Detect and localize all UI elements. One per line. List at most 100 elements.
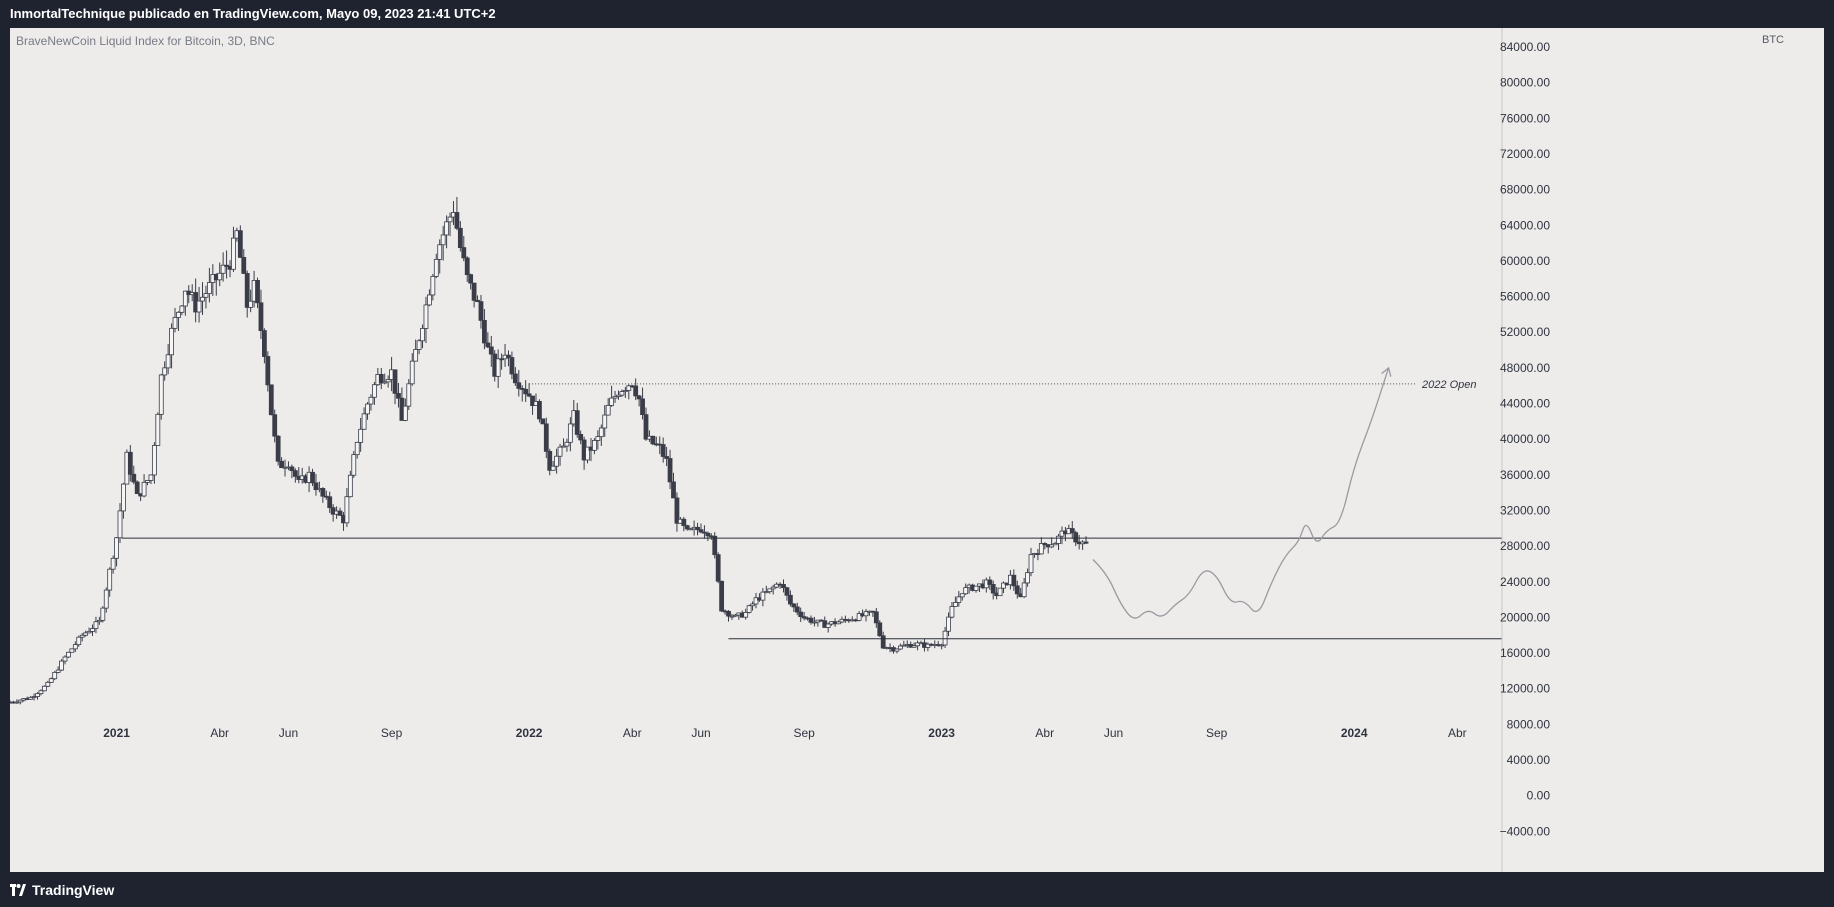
y-tick-label: 16000.00 [1500, 646, 1550, 660]
candle-body [172, 317, 178, 329]
candle-body [622, 390, 628, 392]
candle-body [310, 471, 315, 484]
candle-body [574, 410, 580, 435]
candle-body [248, 300, 254, 308]
candle-body [499, 358, 505, 361]
candle-body [526, 393, 532, 397]
candle-body [578, 434, 584, 441]
candles-layer [10, 196, 1089, 705]
x-tick-label: Jun [691, 726, 710, 740]
candle-body [457, 227, 463, 249]
candle-body [664, 456, 670, 459]
candle-body [392, 369, 398, 394]
candle-body [1014, 585, 1020, 595]
candle-body [939, 644, 945, 647]
candle-body [636, 395, 642, 400]
candle-body [512, 373, 518, 384]
candle-body [52, 671, 58, 680]
candle-body [863, 611, 869, 617]
x-tick-label: Sep [793, 726, 815, 740]
candle-body [444, 221, 449, 236]
candle-body [698, 529, 704, 533]
candle-body [688, 528, 694, 531]
candle-body [787, 594, 793, 605]
candle-body [543, 423, 549, 452]
price-chart[interactable]: 2022 Open 88000.0084000.0080000.0076000.… [10, 28, 1824, 872]
candle-body [320, 488, 326, 497]
brand-label: TradingView [32, 881, 115, 898]
candle-body [750, 603, 755, 607]
candle-body [478, 301, 484, 321]
candle-body [626, 385, 632, 391]
candle-body [127, 451, 133, 475]
candle-body [447, 216, 453, 223]
candle-body [557, 446, 563, 457]
candle-body [141, 481, 147, 497]
candle-body [427, 294, 432, 306]
candle-body [224, 264, 229, 267]
candle-body [176, 311, 181, 318]
candle-body [1056, 535, 1061, 544]
candle-body [894, 648, 900, 652]
candle-body [347, 474, 353, 498]
candle-body [812, 621, 817, 624]
candle-body [69, 648, 75, 653]
candle-body [86, 631, 92, 634]
candle-body [258, 302, 264, 331]
candle-body [719, 580, 725, 612]
candle-body [206, 282, 212, 294]
y-tick-label: 68000.00 [1500, 183, 1550, 197]
x-tick-label: Sep [1206, 726, 1228, 740]
x-axis: 2021 Abr Jun Sep 2022 Abr Jun Sep 2023 Abr Jun Sep 2… [103, 726, 1466, 740]
candle-body [770, 586, 776, 590]
candle-body [609, 397, 615, 406]
candle-body [241, 257, 247, 274]
candle-body [616, 394, 621, 397]
candle-body [602, 414, 608, 429]
candle-body [179, 305, 185, 313]
candle-body [1052, 543, 1058, 546]
y-tick-label: 76000.00 [1500, 111, 1550, 125]
candle-body [454, 212, 460, 229]
x-tick-label: Abr [1035, 726, 1054, 740]
forecast-arrowhead [1381, 366, 1392, 377]
candle-body [275, 435, 281, 462]
candle-body [702, 531, 707, 534]
x-tick-label: Jun [1104, 726, 1123, 740]
candle-body [344, 496, 350, 524]
candle-body [743, 612, 749, 618]
chart-title: BraveNewCoin Liquid Index for Bitcoin, 3… [16, 34, 275, 48]
candle-body [158, 374, 164, 415]
candle-body [726, 610, 731, 617]
candle-body [155, 413, 161, 446]
candle-body [110, 557, 116, 570]
x-tick-label: 2021 [103, 726, 130, 740]
candle-body [963, 587, 969, 595]
candle-body [93, 621, 99, 629]
chart-frame[interactable]: 2022 Open 88000.0084000.0080000.0076000.… [10, 28, 1824, 872]
candle-body [671, 481, 676, 499]
candle-body [337, 510, 343, 516]
candle-body [537, 401, 542, 420]
candle-body [90, 628, 95, 632]
y-axis: 88000.0084000.0080000.0076000.0072000.00… [1500, 28, 1550, 872]
candle-body [973, 585, 979, 591]
candle-body [585, 446, 590, 461]
tradingview-brand[interactable]: TradingView [10, 882, 114, 898]
candle-body [59, 660, 64, 671]
candle-body [791, 603, 797, 608]
candle-body [564, 441, 570, 447]
candle-body [925, 643, 931, 648]
candle-body [506, 354, 511, 358]
candle-body [461, 247, 467, 259]
candle-body [952, 602, 958, 607]
candle-body [437, 244, 443, 260]
candle-body [767, 588, 773, 593]
y-tick-label: 64000.00 [1500, 218, 1550, 232]
candle-body [66, 651, 71, 658]
candle-body [561, 445, 566, 448]
candle-body [423, 304, 429, 329]
x-tick-label: Abr [1448, 726, 1467, 740]
candle-body [35, 693, 40, 697]
candle-body [1069, 528, 1075, 534]
